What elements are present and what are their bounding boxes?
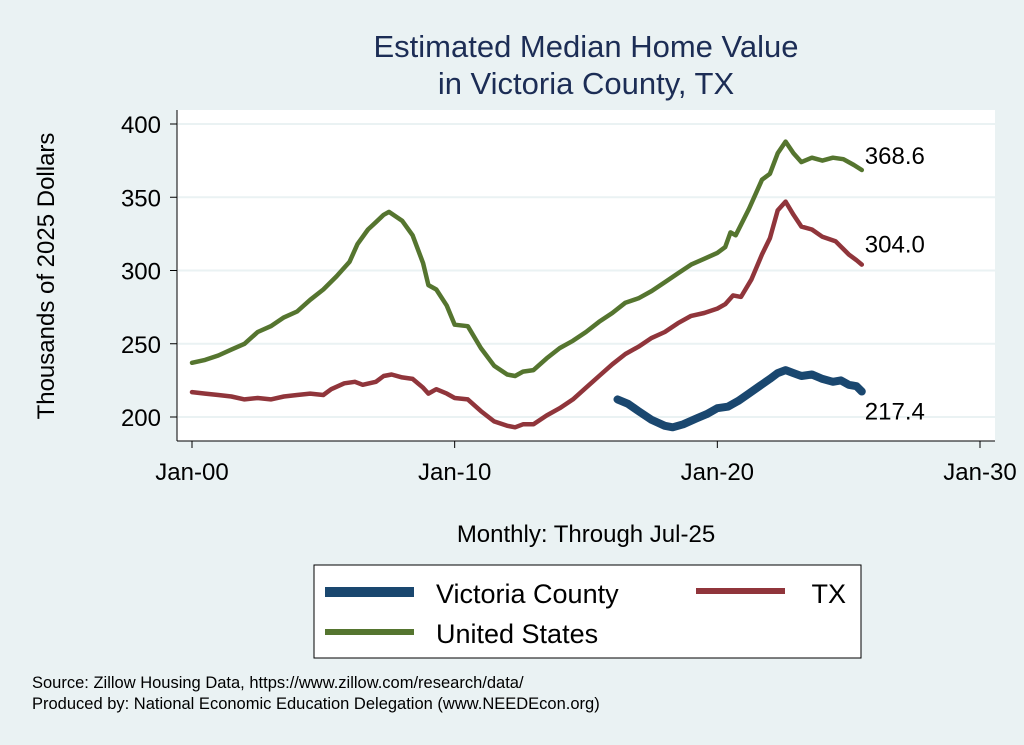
x-tick-label-Jan-20: Jan-20: [681, 459, 754, 486]
source-note: Source: Zillow Housing Data, https://www…: [32, 674, 524, 692]
series-line-victoria-county: [613, 366, 866, 432]
end-labels: 217.4 304.0 368.6: [865, 143, 925, 426]
y-tick-label-300: 300: [121, 259, 161, 286]
y-axis-label: Thousands of 2025 Dollars: [33, 133, 60, 420]
y-tick-label-250: 250: [121, 332, 161, 359]
x-ticks: Jan-00 Jan-10 Jan-20 Jan-30: [155, 441, 1017, 486]
x-axis-label: Monthly: Through Jul-25: [457, 521, 715, 548]
end-label-tx: 304.0: [865, 232, 925, 259]
end-label-united-states: 368.6: [865, 143, 925, 170]
gridlines: [178, 123, 995, 418]
x-tick-label-Jan-00: Jan-00: [155, 459, 228, 486]
x-tick-label-Jan-30: Jan-30: [943, 459, 1016, 486]
legend-label-tx: TX: [811, 579, 846, 609]
y-tick-label-350: 350: [121, 185, 161, 212]
x-tick-label-Jan-10: Jan-10: [418, 459, 491, 486]
y-ticks: 200 250 300 350 400: [121, 112, 177, 432]
legend-box: [313, 564, 862, 659]
end-label-victoria-county: 217.4: [865, 399, 925, 426]
series-line-united-states: [189, 139, 865, 379]
y-tick-label-400: 400: [121, 112, 161, 139]
legend-label-victoria-county: Victoria County: [436, 579, 619, 609]
produced-by-note: Produced by: National Economic Education…: [32, 695, 600, 713]
chart-title-line-1: Estimated Median Home Value: [373, 29, 798, 64]
legend: Victoria County TX United States: [313, 564, 862, 659]
y-tick-label-200: 200: [121, 405, 161, 432]
legend-label-united-states: United States: [436, 619, 598, 649]
series-lines: [189, 139, 866, 432]
series-line-tx: [189, 199, 865, 430]
chart-title-line-2: in Victoria County, TX: [438, 66, 735, 101]
